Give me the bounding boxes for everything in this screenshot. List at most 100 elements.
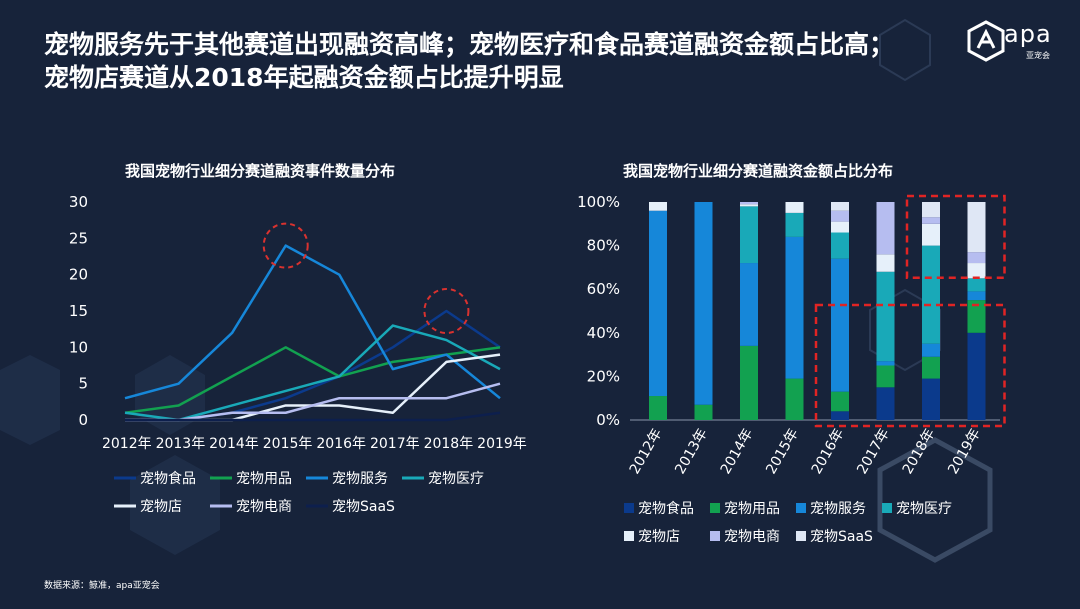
highlight-circle bbox=[423, 288, 470, 334]
bar-segment bbox=[831, 202, 849, 211]
bar-segment bbox=[876, 202, 895, 255]
legend-label: 宠物店 bbox=[638, 529, 680, 545]
bar-segment bbox=[740, 202, 758, 205]
bar-segment bbox=[967, 300, 986, 333]
legend-label: 宠物电商 bbox=[236, 499, 292, 515]
bar-segment bbox=[967, 252, 986, 264]
x-tick-label: 2014年 bbox=[209, 436, 259, 452]
page-title-line-1: 宠物服务先于其他赛道出现融资高峰；宠物医疗和食品赛道融资金额占比高； bbox=[44, 30, 895, 59]
bar-segment bbox=[831, 391, 849, 412]
x-tick-label: 2017年 bbox=[854, 426, 893, 477]
y-tick-label: 30 bbox=[69, 193, 88, 211]
y-tick-label: 40% bbox=[587, 324, 620, 342]
x-tick-label: 2013年 bbox=[672, 426, 711, 477]
stacked-bar-chart: 0%20%40%60%80%100%2012年 2013年 2014年 2015年 20… bbox=[577, 193, 1006, 545]
logo-text: apa bbox=[1004, 20, 1052, 48]
x-tick-label: 2017年 bbox=[370, 436, 420, 452]
apa-logo-icon bbox=[967, 20, 1005, 62]
x-tick-label: 2018年 bbox=[900, 426, 939, 477]
x-tick-label: 2016年 bbox=[316, 436, 366, 452]
x-tick-label: 2018年 bbox=[424, 436, 474, 452]
bar-segment bbox=[922, 356, 940, 379]
legend-swatch bbox=[796, 531, 806, 541]
x-tick-label: 2015年 bbox=[263, 436, 313, 452]
bar-segment bbox=[831, 232, 849, 259]
y-tick-label: 100% bbox=[577, 193, 620, 211]
bar-segment bbox=[740, 204, 758, 207]
bar-segment bbox=[694, 404, 713, 420]
x-tick-label: 2014年 bbox=[718, 426, 757, 477]
legend-label: 宠物食品 bbox=[140, 470, 196, 487]
bar-segment bbox=[876, 387, 895, 420]
bar-segment bbox=[922, 343, 940, 357]
x-tick-label: 2015年 bbox=[763, 426, 802, 477]
y-tick-label: 20 bbox=[69, 266, 88, 284]
bar-segment bbox=[876, 254, 895, 272]
bar-segment bbox=[740, 263, 758, 346]
y-tick-label: 15 bbox=[69, 302, 88, 320]
y-tick-label: 0% bbox=[596, 411, 620, 429]
y-tick-label: 10 bbox=[69, 338, 88, 356]
bar-segment bbox=[876, 361, 895, 366]
legend-swatch bbox=[624, 503, 634, 513]
x-tick-label: 2019年 bbox=[477, 436, 527, 452]
bar-segment bbox=[740, 345, 758, 420]
bar-segment bbox=[785, 202, 804, 213]
bar-segment bbox=[922, 245, 940, 344]
x-tick-label: 2013年 bbox=[156, 436, 206, 452]
x-tick-label: 2019年 bbox=[945, 426, 984, 477]
y-tick-label: 60% bbox=[587, 280, 620, 298]
x-tick-label: 2016年 bbox=[809, 426, 848, 477]
x-tick-label: 2012年 bbox=[102, 436, 152, 452]
bar-segment bbox=[649, 396, 667, 420]
legend-label: 宠物用品 bbox=[236, 471, 292, 487]
bar-segment bbox=[740, 206, 758, 264]
right-chart-title: 我国宠物行业细分赛道融资金额占比分布 bbox=[623, 162, 894, 180]
legend-label: 宠物SaaS bbox=[332, 499, 395, 515]
highlight-box bbox=[905, 194, 1006, 280]
y-tick-label: 0 bbox=[78, 411, 88, 429]
bar-segment bbox=[831, 411, 849, 420]
page-title: 宠物服务先于其他赛道出现融资高峰；宠物医疗和食品赛道融资金额占比高； 宠物店赛道… bbox=[44, 28, 944, 94]
legend-label: 宠物SaaS bbox=[810, 529, 873, 545]
legend-label: 宠物电商 bbox=[724, 529, 780, 545]
bar-segment bbox=[922, 378, 940, 420]
x-tick-label: 2012年 bbox=[627, 426, 666, 477]
legend-swatch bbox=[882, 503, 892, 513]
bar-segment bbox=[831, 221, 849, 233]
series-line bbox=[125, 382, 501, 422]
legend-swatch bbox=[710, 531, 720, 541]
y-tick-label: 20% bbox=[587, 367, 620, 385]
legend-label: 宠物用品 bbox=[724, 501, 780, 517]
bar-segment bbox=[922, 217, 940, 224]
bar-segment bbox=[831, 210, 849, 222]
bar-segment bbox=[831, 258, 849, 392]
bar-segment bbox=[922, 223, 940, 246]
legend-label: 宠物服务 bbox=[332, 471, 388, 487]
legend-label: 宠物医疗 bbox=[896, 501, 952, 517]
bar-segment bbox=[967, 263, 986, 279]
legend-label: 宠物医疗 bbox=[428, 471, 484, 487]
highlight-circle bbox=[262, 222, 309, 269]
series-line bbox=[124, 244, 501, 400]
bar-segment bbox=[967, 278, 986, 292]
y-tick-label: 25 bbox=[69, 229, 88, 247]
bar-segment bbox=[967, 332, 986, 420]
y-tick-label: 5 bbox=[78, 375, 88, 393]
bar-segment bbox=[694, 202, 713, 405]
legend-label: 宠物服务 bbox=[810, 501, 866, 517]
legend-swatch bbox=[796, 503, 806, 513]
bar-segment bbox=[785, 236, 804, 379]
bar-segment bbox=[922, 202, 940, 218]
bar-segment bbox=[876, 271, 895, 362]
legend-swatch bbox=[710, 503, 720, 513]
bar-segment bbox=[785, 212, 804, 237]
data-source: 数据来源：鲸准，apa亚宠会 bbox=[44, 581, 160, 591]
bar-segment bbox=[649, 210, 667, 397]
logo-subtext: 亚宠会 bbox=[1026, 51, 1050, 60]
bar-segment bbox=[649, 202, 667, 211]
page-title-line-2: 宠物店赛道从2018年起融资金额占比提升明显 bbox=[44, 63, 564, 92]
legend-swatch bbox=[624, 531, 634, 541]
